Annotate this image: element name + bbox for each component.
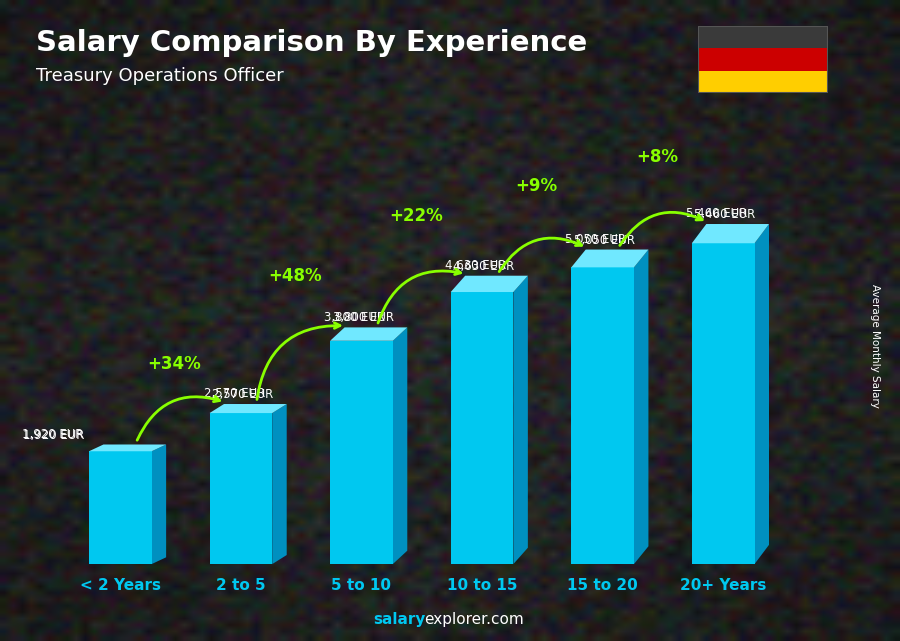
Text: 1,920 EUR: 1,920 EUR <box>22 429 84 442</box>
Bar <box>210 413 272 564</box>
Text: 5,460 EUR: 5,460 EUR <box>694 208 755 221</box>
Bar <box>572 267 634 564</box>
Text: explorer.com: explorer.com <box>424 612 524 627</box>
Text: +48%: +48% <box>268 267 322 285</box>
Bar <box>698 71 828 93</box>
Text: 4,630 EUR: 4,630 EUR <box>453 260 515 273</box>
Polygon shape <box>692 224 769 243</box>
Text: Treasury Operations Officer: Treasury Operations Officer <box>36 67 284 85</box>
Bar <box>451 292 513 564</box>
Text: 1,920 EUR: 1,920 EUR <box>22 428 83 441</box>
Text: +8%: +8% <box>636 147 678 165</box>
Polygon shape <box>392 328 408 564</box>
Text: 5,460 EUR: 5,460 EUR <box>686 208 747 221</box>
Polygon shape <box>210 404 287 413</box>
Bar <box>692 243 754 564</box>
Text: 5,050 EUR: 5,050 EUR <box>573 233 634 247</box>
Text: 5,050 EUR: 5,050 EUR <box>565 233 626 246</box>
Bar <box>89 451 152 564</box>
Polygon shape <box>572 249 648 267</box>
Polygon shape <box>89 444 166 451</box>
Bar <box>698 48 828 71</box>
Text: 3,800 EUR: 3,800 EUR <box>332 312 393 324</box>
Text: Salary Comparison By Experience: Salary Comparison By Experience <box>36 29 587 57</box>
Text: salary: salary <box>374 612 426 627</box>
Text: 2,570 EUR: 2,570 EUR <box>212 388 274 401</box>
Text: 2,570 EUR: 2,570 EUR <box>203 388 265 401</box>
Polygon shape <box>513 276 528 564</box>
Text: +22%: +22% <box>389 207 443 225</box>
Text: +34%: +34% <box>148 355 202 373</box>
Bar <box>698 26 828 48</box>
Text: 4,630 EUR: 4,630 EUR <box>445 259 506 272</box>
Polygon shape <box>754 224 769 564</box>
Text: +9%: +9% <box>515 177 557 195</box>
Polygon shape <box>634 249 648 564</box>
Polygon shape <box>451 276 528 292</box>
Polygon shape <box>330 328 408 341</box>
Polygon shape <box>152 444 166 564</box>
Text: 3,800 EUR: 3,800 EUR <box>324 311 385 324</box>
Polygon shape <box>272 404 287 564</box>
Text: Average Monthly Salary: Average Monthly Salary <box>869 284 880 408</box>
Bar <box>330 341 392 564</box>
